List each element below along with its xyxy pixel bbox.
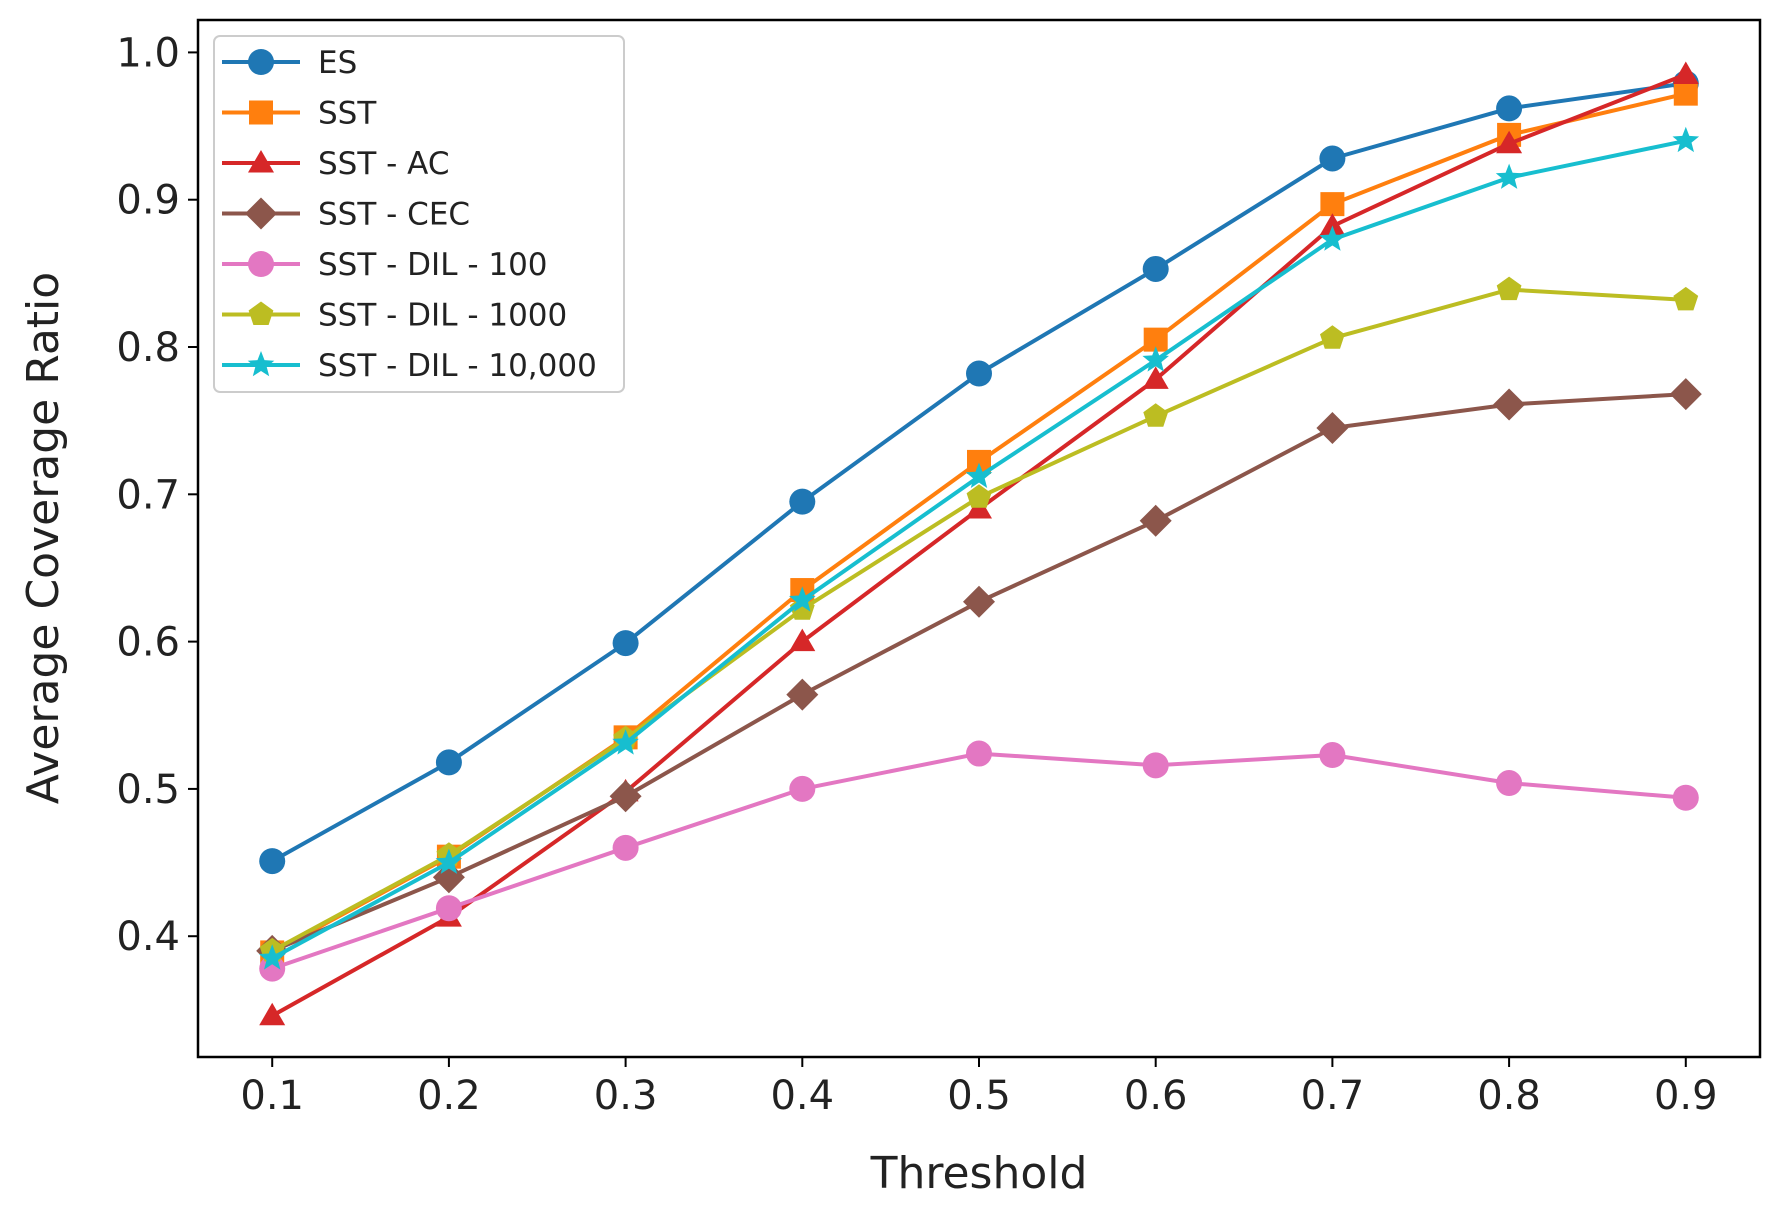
- data-point: [1320, 325, 1345, 349]
- x-tick-label: 0.4: [770, 1073, 834, 1119]
- data-point: [965, 462, 993, 488]
- data-point: [789, 596, 815, 620]
- legend-label: SST - AC: [318, 146, 450, 182]
- data-point: [1143, 403, 1169, 427]
- data-point: [1319, 742, 1346, 769]
- legend-swatch-marker: [248, 301, 274, 325]
- x-axis: 0.1 0.2 0.3 0.4 0.5 0.6 0.7 0.8 0.9: [240, 1057, 1718, 1119]
- data-point: [1672, 784, 1699, 811]
- y-tick-label: 0.6: [116, 620, 180, 666]
- legend-label: SST - DIL - 100: [318, 247, 548, 283]
- data-point: [259, 1002, 286, 1026]
- data-point: [1142, 752, 1169, 779]
- x-tick-label: 0.6: [1124, 1073, 1188, 1119]
- data-point: [435, 749, 462, 776]
- y-tick-label: 1.0: [116, 30, 180, 76]
- data-point: [1139, 504, 1172, 537]
- series-0: [259, 70, 1699, 875]
- legend-item: SST - DIL - 100: [222, 247, 548, 283]
- data-point: [609, 780, 642, 813]
- data-point: [1316, 412, 1349, 444]
- data-point: [966, 360, 992, 387]
- data-point: [789, 628, 816, 652]
- legend-item: SST - AC: [222, 146, 450, 182]
- legend-swatch-marker: [248, 150, 274, 173]
- data-point: [435, 895, 462, 922]
- data-point: [1496, 276, 1522, 301]
- data-point: [1142, 346, 1169, 372]
- y-tick-label: 0.8: [116, 325, 180, 371]
- data-point: [963, 585, 995, 618]
- data-point: [612, 729, 639, 755]
- data-point: [258, 944, 286, 970]
- data-point: [1669, 378, 1702, 411]
- data-point: [432, 861, 465, 894]
- y-axis-label: Average Coverage Ratio: [18, 272, 69, 804]
- y-tick-label: 0.9: [116, 178, 180, 224]
- data-point: [789, 488, 816, 515]
- data-point: [1319, 145, 1346, 172]
- legend-swatch-marker: [248, 49, 274, 75]
- legend-label: ES: [318, 45, 357, 81]
- data-point: [1672, 126, 1700, 153]
- legend-label: SST - DIL - 1000: [318, 298, 567, 334]
- data-point: [1320, 192, 1345, 217]
- data-point: [1672, 61, 1699, 84]
- legend-label: SST - CEC: [318, 197, 470, 233]
- x-tick-label: 0.1: [240, 1073, 304, 1119]
- data-point: [1142, 366, 1169, 389]
- series-6: [258, 126, 1700, 970]
- legend-label: SST - DIL - 10,000: [318, 348, 597, 384]
- legend-swatch-marker: [245, 197, 277, 230]
- y-tick-label: 0.4: [116, 914, 180, 960]
- data-point: [1495, 163, 1523, 189]
- legend-swatch-marker: [247, 351, 275, 377]
- data-point: [966, 740, 992, 767]
- legend-box: [213, 35, 625, 393]
- data-point: [1319, 213, 1346, 236]
- legend-item: SST: [222, 96, 377, 132]
- data-point: [1673, 81, 1698, 106]
- x-tick-label: 0.3: [594, 1073, 658, 1119]
- legend-label: SST: [318, 96, 377, 132]
- data-point: [435, 848, 463, 874]
- legend-item: SST - CEC: [222, 197, 470, 233]
- y-tick-label: 0.7: [116, 472, 180, 518]
- x-axis-label: Threshold: [870, 1148, 1088, 1199]
- data-point: [786, 678, 819, 711]
- x-tick-label: 0.2: [417, 1073, 481, 1119]
- data-point: [1493, 388, 1526, 421]
- data-point: [1496, 95, 1523, 122]
- data-point: [1142, 255, 1169, 282]
- data-point: [1673, 286, 1699, 311]
- legend: ES SST SST - AC SST - CEC SST - DIL - 100 SST…: [213, 35, 625, 393]
- data-point: [612, 834, 639, 861]
- data-point: [1319, 225, 1346, 251]
- series-4: [259, 740, 1699, 982]
- x-tick-label: 0.9: [1654, 1073, 1718, 1119]
- data-point: [789, 775, 816, 802]
- data-point: [612, 630, 639, 657]
- legend-item: ES: [222, 45, 357, 81]
- data-point: [259, 848, 286, 875]
- x-tick-label: 0.7: [1301, 1073, 1365, 1119]
- series-layer: [256, 61, 1702, 1026]
- x-tick-label: 0.5: [947, 1073, 1011, 1119]
- x-tick-label: 0.8: [1477, 1073, 1541, 1119]
- y-tick-label: 0.5: [116, 767, 180, 813]
- data-point: [1496, 130, 1523, 154]
- data-point: [966, 484, 992, 508]
- y-axis: 0.4 0.5 0.6 0.7 0.8 0.9 1.0: [116, 30, 198, 960]
- data-point: [1496, 770, 1523, 797]
- legend-item: SST - DIL - 10,000: [222, 348, 597, 384]
- data-point: [259, 955, 286, 982]
- legend-item: SST - DIL - 1000: [222, 298, 567, 334]
- data-point: [789, 586, 816, 612]
- legend-swatch-marker: [249, 100, 273, 125]
- legend-swatch-marker: [248, 251, 274, 277]
